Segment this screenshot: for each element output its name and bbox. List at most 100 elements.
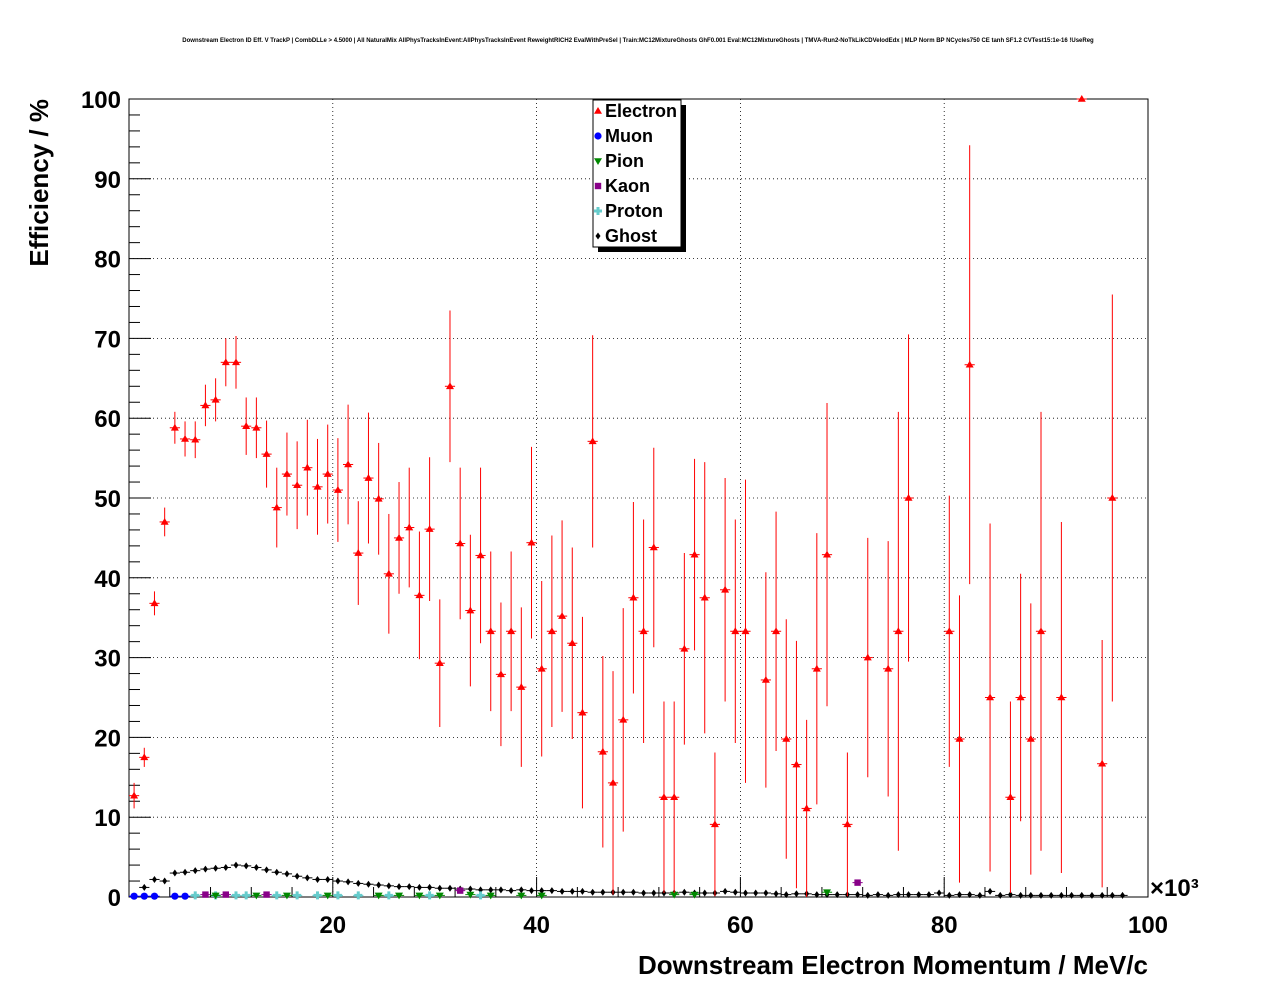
data-point <box>722 887 728 895</box>
legend-entry-ghost: Ghost <box>595 226 657 246</box>
data-point <box>588 437 597 445</box>
data-point <box>863 653 872 661</box>
data-point <box>304 874 310 882</box>
data-point <box>415 591 424 599</box>
data-point <box>425 891 434 900</box>
data-point <box>384 569 393 577</box>
data-point <box>272 891 281 900</box>
data-point <box>906 891 912 899</box>
data-point <box>1018 891 1024 899</box>
data-point <box>201 401 210 409</box>
data-point <box>202 865 208 873</box>
data-point <box>1007 891 1013 899</box>
data-point <box>710 820 719 828</box>
data-point <box>181 892 189 900</box>
legend-entry-pion: Pion <box>594 151 644 171</box>
data-point <box>639 627 648 635</box>
y-tick-label: 0 <box>108 885 121 912</box>
data-point <box>885 891 891 899</box>
data-point <box>527 538 536 546</box>
data-point <box>213 864 219 872</box>
legend-marker <box>594 107 602 114</box>
data-point <box>1069 891 1075 899</box>
legend-marker <box>594 158 602 165</box>
data-point <box>233 861 239 869</box>
data-point <box>282 470 291 477</box>
data-point <box>680 644 689 652</box>
x-tick-label: 20 <box>319 912 346 939</box>
data-point <box>151 875 157 883</box>
data-point <box>435 659 444 666</box>
data-point <box>202 891 209 898</box>
data-point <box>814 891 820 899</box>
data-point <box>670 891 679 899</box>
data-point <box>517 683 526 690</box>
series-ghost <box>139 861 1128 899</box>
data-point <box>997 891 1003 899</box>
data-point <box>376 881 382 889</box>
data-point <box>354 549 363 556</box>
y-tick-label: 10 <box>94 805 121 832</box>
data-point <box>130 892 138 900</box>
data-point <box>140 892 148 900</box>
data-point <box>374 892 383 900</box>
data-point <box>252 423 261 431</box>
data-point <box>549 887 555 895</box>
data-point <box>182 868 188 876</box>
data-point <box>579 887 585 895</box>
data-point <box>783 891 789 899</box>
data-point <box>1006 793 1015 801</box>
data-point <box>323 892 332 900</box>
series-kaon <box>200 879 863 898</box>
data-point <box>333 891 342 900</box>
data-point <box>293 891 302 900</box>
data-point <box>406 883 412 891</box>
data-point <box>313 891 322 900</box>
data-point <box>374 494 383 502</box>
data-point <box>272 503 281 511</box>
data-point <box>211 395 220 403</box>
data-point <box>1089 891 1095 899</box>
series-pion <box>210 889 833 900</box>
data-point <box>812 664 821 672</box>
data-point <box>537 664 546 672</box>
data-point <box>192 867 198 875</box>
data-point <box>946 891 952 899</box>
data-point <box>936 889 942 897</box>
data-point <box>170 423 179 431</box>
data-point <box>1026 734 1035 742</box>
data-point <box>456 887 464 894</box>
data-point <box>445 382 454 390</box>
data-point <box>529 887 535 895</box>
data-point <box>1099 891 1105 899</box>
data-point <box>150 892 159 900</box>
data-point <box>1108 494 1117 501</box>
data-point <box>670 793 679 801</box>
data-point <box>547 627 556 635</box>
y-tick-label: 30 <box>94 646 121 673</box>
data-point <box>395 533 404 541</box>
data-point <box>977 891 983 899</box>
data-point <box>904 494 913 501</box>
data-point <box>855 891 861 899</box>
y-tick-label: 20 <box>94 725 121 752</box>
data-point <box>1120 891 1126 899</box>
data-point <box>956 891 962 899</box>
data-point <box>264 866 270 874</box>
data-point <box>181 434 190 442</box>
data-point <box>600 888 606 896</box>
data-point <box>578 708 587 716</box>
data-point <box>945 627 954 635</box>
legend-marker <box>594 132 602 140</box>
data-point <box>620 888 626 896</box>
legend-label: Muon <box>605 126 653 146</box>
data-point <box>854 879 861 886</box>
data-point <box>242 422 251 429</box>
data-point <box>865 891 871 899</box>
chart-title: Downstream Electron ID Eff. V TrackP | C… <box>182 38 1094 44</box>
data-point <box>303 463 312 471</box>
data-point <box>486 627 495 635</box>
data-point <box>222 891 230 898</box>
data-point <box>263 891 270 898</box>
data-point <box>223 863 229 871</box>
